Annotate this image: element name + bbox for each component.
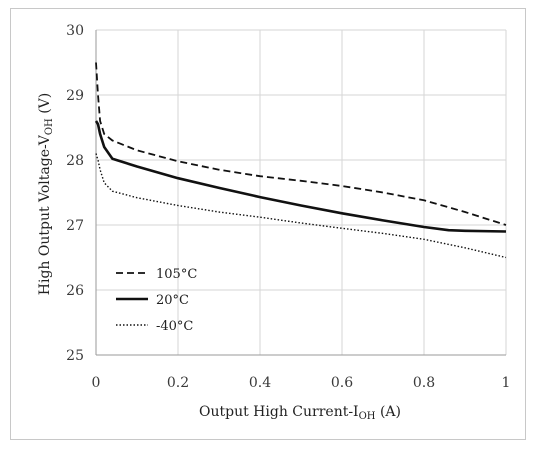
y-tick-label: 28 — [66, 153, 84, 169]
x-tick-labels: 0 0.2 0.4 0.6 0.8 1 — [92, 375, 511, 391]
y-tick-label: 27 — [66, 218, 84, 234]
series-lines — [94, 62, 507, 259]
x-tick-label: 0.4 — [249, 375, 271, 391]
x-axis-title: Output High Current-IOH (A) — [199, 404, 401, 422]
legend-label-2: -40°C — [156, 319, 193, 334]
axes — [95, 30, 506, 356]
x-tick-label: 0 — [92, 375, 101, 391]
y-tick-labels: 25 26 27 28 29 30 — [66, 23, 84, 364]
y-tick-label: 25 — [66, 348, 84, 364]
x-tick-label: 0.8 — [413, 375, 435, 391]
series-line-0 — [95, 62, 507, 226]
x-tick-label: 0.6 — [331, 375, 353, 391]
x-tick-label: 1 — [502, 375, 511, 391]
y-tick-label: 29 — [66, 88, 84, 104]
legend-label-0: 105°C — [156, 267, 197, 282]
y-tick-label: 26 — [66, 283, 84, 299]
series-line-1 — [94, 120, 507, 233]
y-tick-label: 30 — [66, 23, 84, 39]
y-axis-title: High Output Voltage-VOH (V) — [37, 93, 55, 295]
series-line-2 — [95, 153, 507, 259]
legend-label-1: 20°C — [156, 293, 189, 308]
x-tick-label: 0.2 — [167, 375, 189, 391]
legend: 105°C 20°C -40°C — [116, 267, 197, 334]
